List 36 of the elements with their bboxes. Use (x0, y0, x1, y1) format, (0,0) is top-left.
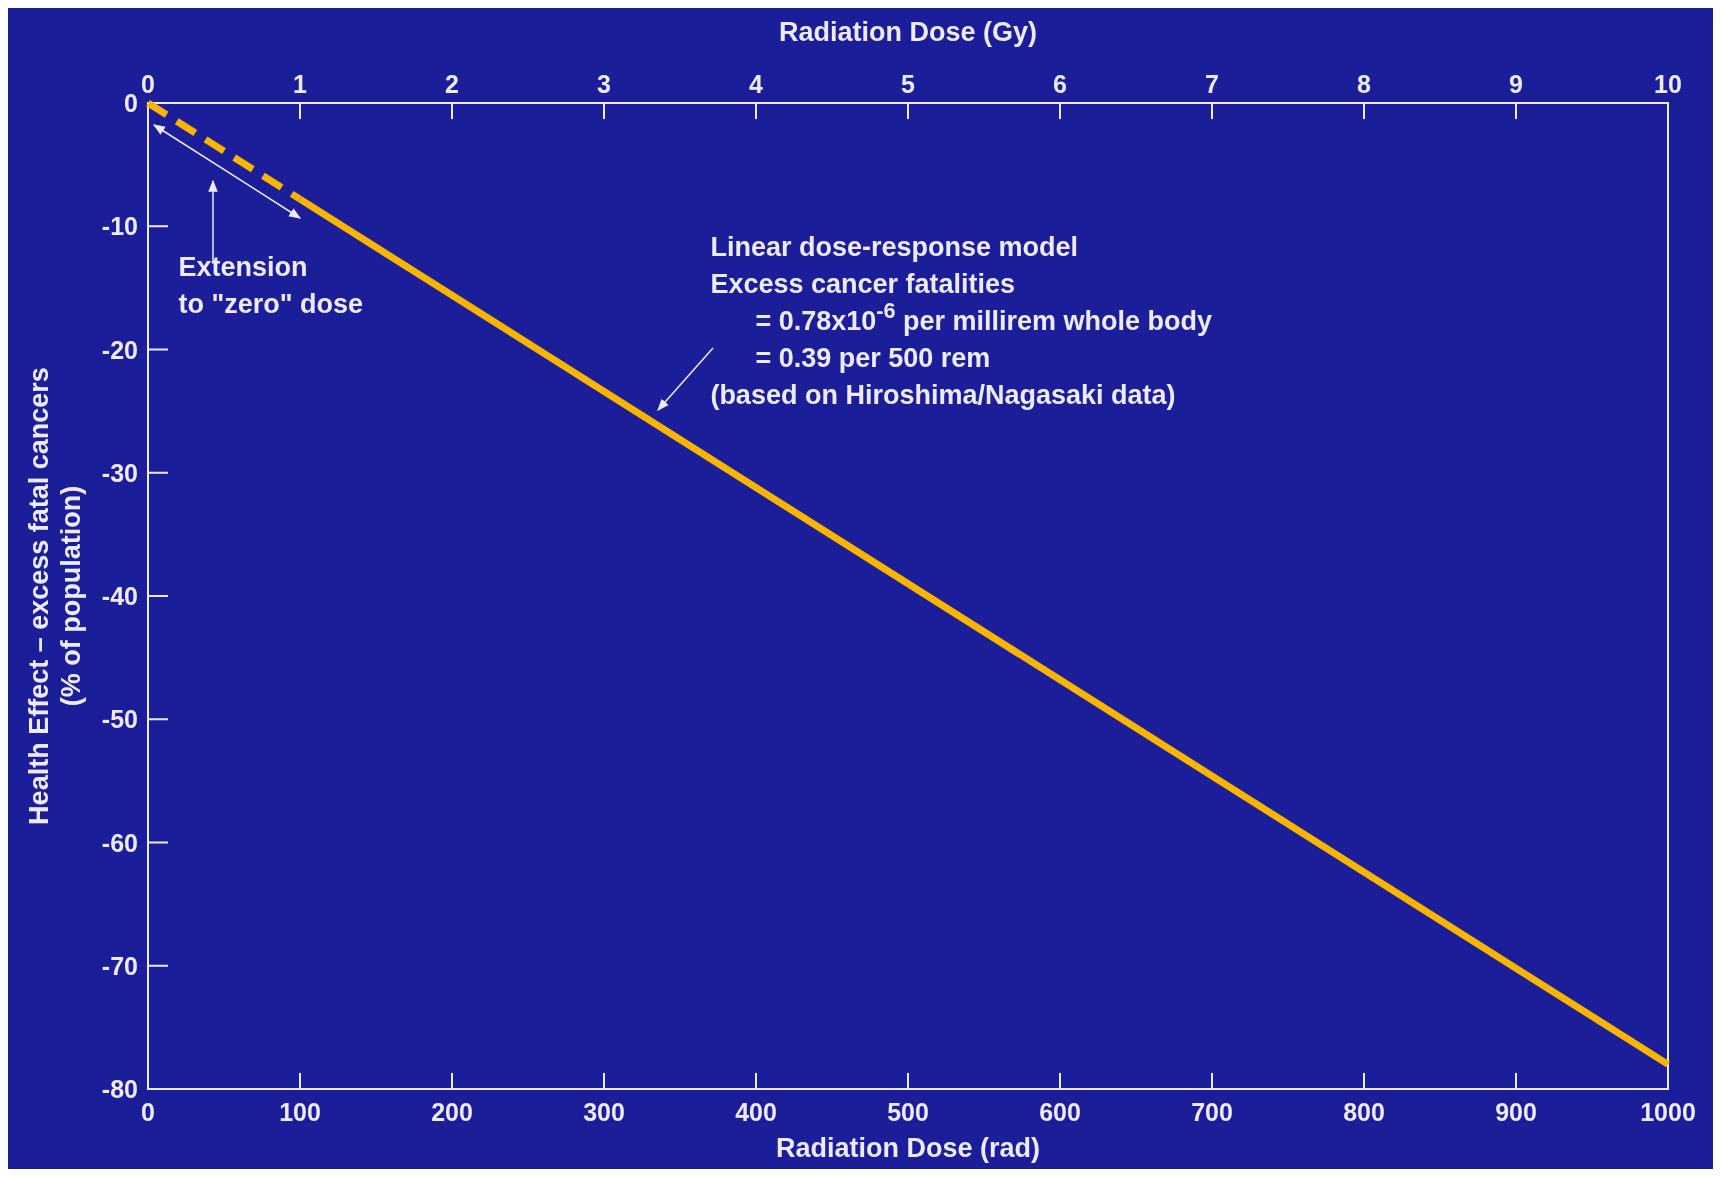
x2-tick-label: 7 (1205, 70, 1219, 98)
x-axis-title: Radiation Dose (rad) (775, 1133, 1041, 1163)
x2-tick-label: 0 (141, 70, 155, 98)
x-tick-label: 600 (1039, 1098, 1081, 1126)
x2-tick-label: 4 (749, 70, 764, 98)
y-tick-label: -30 (101, 458, 138, 487)
x-tick-label: 200 (431, 1098, 473, 1126)
x2-tick-label: 5 (901, 70, 916, 98)
x2-tick-label: 1 (293, 70, 308, 98)
x2-tick-label: 2 (445, 70, 459, 98)
x-tick-label: 700 (1191, 1098, 1233, 1126)
x2-tick-label: 3 (597, 70, 611, 98)
y-tick-label: -10 (101, 212, 138, 241)
annotation: Extension to "zero" dose (178, 251, 364, 319)
x2-axis-title: Radiation Dose (Gy) (778, 17, 1038, 47)
x-tick-label: 300 (583, 1098, 625, 1126)
y-axis-title: Health Effect – excess fatal cancers (% of population) (24, 367, 86, 825)
x2-tick-label: 9 (1509, 70, 1523, 98)
x-tick-label: 800 (1343, 1098, 1385, 1126)
x2-tick-label: 6 (1053, 70, 1067, 98)
y-tick-label: -60 (101, 828, 138, 857)
x-tick-label: 0 (141, 1098, 155, 1126)
x-tick-label: 100 (279, 1098, 321, 1126)
x2-tick-label: 8 (1357, 70, 1372, 98)
annotation: Linear dose-response model Excess cancer fatalities = 0.78x10$^{-6}$ per millirem whole body = 0.39 per 500 rem (based on Hiroshima/Nagasaki data) (710, 231, 1213, 410)
y-tick-label: -50 (101, 705, 138, 734)
y-tick-label: -20 (101, 335, 138, 364)
x-tick-label: 1000 (1640, 1098, 1696, 1126)
x-tick-label: 500 (887, 1098, 929, 1126)
y-tick-label: -80 (101, 1075, 138, 1103)
x-tick-label: 400 (735, 1098, 777, 1126)
y-tick-label: -40 (101, 582, 138, 610)
y-tick-label: -70 (101, 951, 138, 980)
y-tick-label: 0 (124, 89, 138, 117)
x2-tick-label: 10 (1654, 70, 1682, 98)
x-tick-label: 900 (1495, 1098, 1537, 1126)
